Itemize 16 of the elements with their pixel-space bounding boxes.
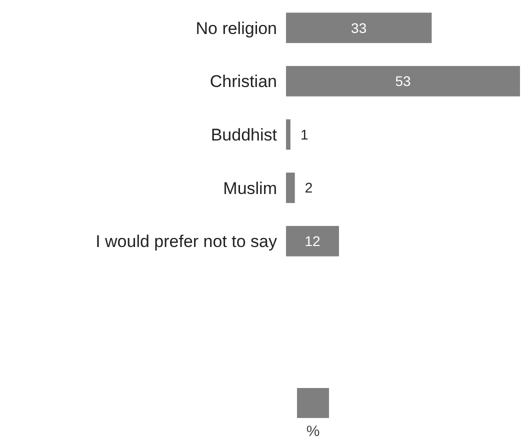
data-label: 1 xyxy=(300,126,309,142)
y-tick-label: Muslim xyxy=(223,178,277,198)
data-label: 12 xyxy=(304,233,320,250)
bar xyxy=(286,66,520,96)
bar xyxy=(286,226,339,256)
data-label: 33 xyxy=(351,20,367,36)
y-tick-label: Buddhist xyxy=(210,125,278,144)
y-tick-label: No religion xyxy=(196,18,277,38)
bar xyxy=(286,119,290,150)
y-tick-label: I would prefer not to say xyxy=(96,232,278,252)
bar xyxy=(286,172,295,204)
y-tick-label: Christian xyxy=(210,72,277,92)
bar xyxy=(286,12,432,44)
data-label: 2 xyxy=(304,180,313,196)
data-label: 53 xyxy=(395,73,411,90)
legend-label: % xyxy=(306,423,320,440)
